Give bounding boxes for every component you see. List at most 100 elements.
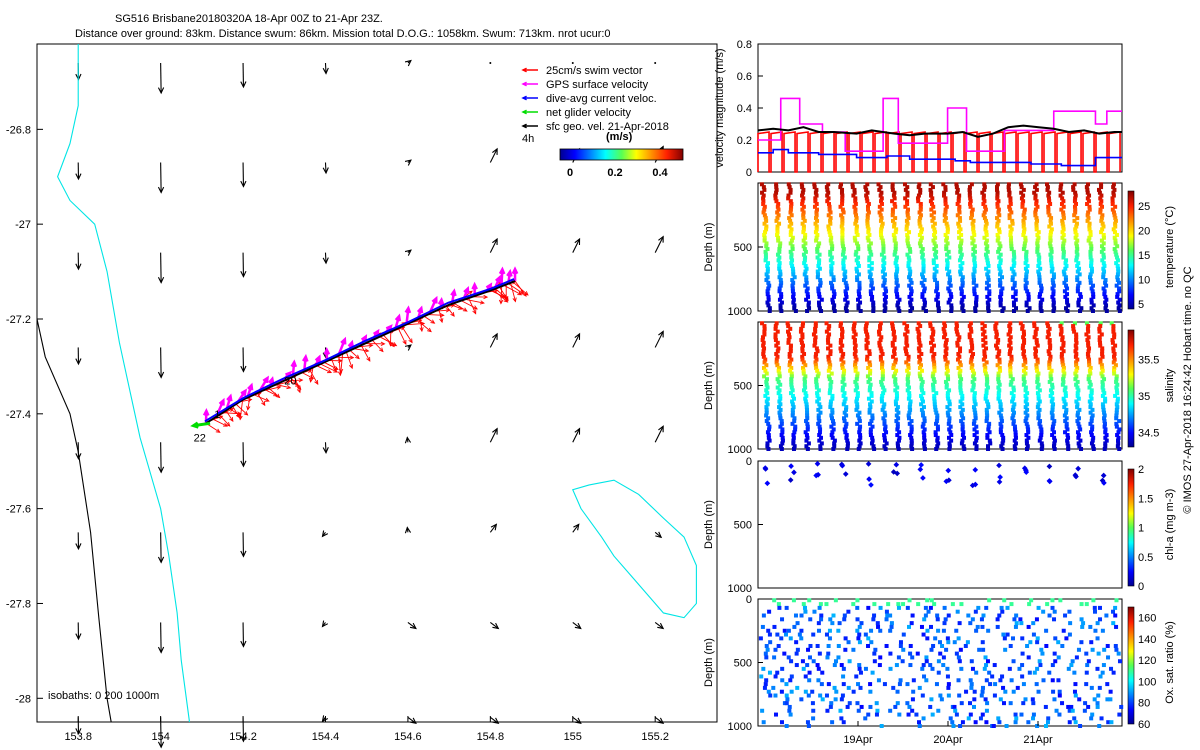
profile-point (1065, 433, 1070, 438)
profile-point (813, 221, 818, 226)
profile-point (1046, 332, 1051, 337)
profile-point (764, 413, 769, 418)
profile-point (761, 720, 766, 725)
profile-point (768, 693, 773, 698)
profile-point (854, 249, 859, 254)
profile-point (790, 388, 795, 393)
profile-point (1021, 232, 1026, 237)
profile-point (876, 182, 881, 187)
profile-point (959, 391, 964, 396)
gps-surface-velocity-head (218, 397, 225, 406)
profile-point (852, 235, 857, 240)
profile-point (842, 613, 847, 618)
profile-point (1098, 617, 1103, 622)
profile-point (867, 247, 872, 252)
profile-point (842, 391, 847, 396)
profile-point (934, 289, 939, 294)
profile-point (841, 258, 846, 263)
profile-point (814, 379, 819, 384)
profile-point (776, 391, 781, 396)
profile-point (855, 701, 860, 706)
profile-point (1114, 647, 1119, 652)
profile-point (865, 213, 870, 218)
profile-point (831, 289, 836, 294)
profile-point (1111, 360, 1116, 365)
profile-point (1002, 598, 1007, 603)
profile-point (985, 377, 990, 382)
swim-vector (268, 387, 280, 398)
profile-point (921, 413, 926, 418)
profile-point (954, 324, 959, 329)
profile-point (791, 269, 796, 274)
profile-point (905, 374, 910, 379)
legend-key-head (521, 123, 527, 129)
profile-point (791, 280, 796, 285)
geo-vector-head (240, 365, 247, 373)
profile-point (929, 335, 934, 340)
profile-point (967, 187, 972, 192)
profile-point (958, 379, 963, 384)
profile-point (774, 218, 779, 223)
profile-point (960, 275, 965, 280)
profile-point (1077, 424, 1082, 429)
profile-point (920, 252, 925, 257)
profile-point (828, 405, 833, 410)
profile-point (794, 640, 799, 645)
profile-point (762, 238, 767, 243)
profile-point (910, 697, 915, 702)
profile-point (1026, 655, 1031, 660)
profile-point (1050, 424, 1055, 429)
profile-point (762, 466, 769, 472)
profile-point (1097, 190, 1102, 195)
profile-point (1109, 321, 1114, 326)
profile-point (815, 391, 820, 396)
profile-point (802, 605, 807, 610)
profile-point (1048, 252, 1053, 257)
profile-point (883, 306, 888, 311)
profile-point (777, 244, 782, 249)
profile-point (911, 678, 916, 683)
isobath-1000m (572, 479, 697, 619)
profile-point (828, 388, 833, 393)
profile-point (832, 309, 837, 313)
profile-point (986, 444, 991, 449)
profile-point (803, 674, 808, 679)
profile-point (844, 433, 849, 438)
profile-point (1013, 430, 1018, 435)
profile-point (1064, 416, 1069, 421)
profile-point (934, 255, 939, 260)
profile-point (829, 266, 834, 271)
profile-point (922, 289, 927, 294)
profile-point (882, 433, 887, 438)
profile-point (776, 368, 781, 373)
profile-point (882, 410, 887, 415)
profile-point (1091, 294, 1096, 299)
profile-point (1098, 196, 1103, 201)
profile-point (1048, 238, 1053, 243)
swim-vector-head (286, 384, 292, 390)
profile-point (1101, 252, 1106, 257)
profile-point (961, 416, 966, 421)
profile-point (967, 332, 972, 337)
profile-point (863, 632, 868, 637)
profile-point (800, 332, 805, 337)
profile-point (1112, 352, 1117, 357)
profile-point (775, 216, 780, 221)
profile-point (855, 374, 860, 379)
profile-point (1048, 357, 1053, 362)
profile-point (1084, 332, 1089, 337)
profile-point (1061, 213, 1066, 218)
profile-point (1050, 266, 1055, 271)
profile-point (843, 280, 848, 285)
profile-point (788, 346, 793, 351)
profile-point (971, 230, 976, 235)
profile-point (1112, 187, 1117, 192)
profile-point (929, 193, 934, 198)
time-tick-label: 20Apr (933, 734, 963, 746)
profile-point (841, 393, 846, 398)
profile-point (986, 303, 991, 308)
profile-point (866, 230, 871, 235)
geo-vector-head (322, 447, 329, 455)
profile-point (762, 326, 767, 331)
